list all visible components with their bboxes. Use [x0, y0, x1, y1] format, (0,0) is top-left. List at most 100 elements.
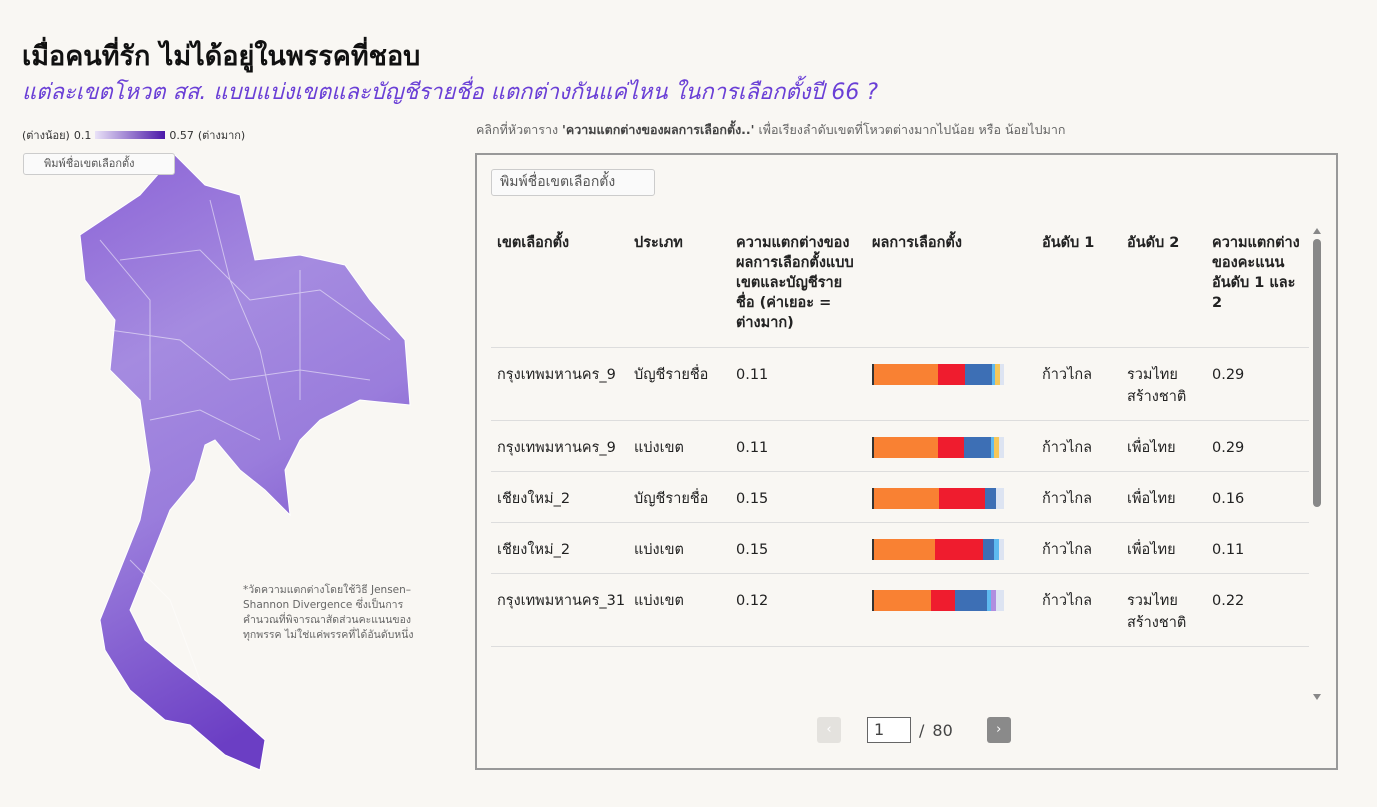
cell-rank1: ก้าวไกล	[1036, 522, 1121, 574]
title: เมื่อคนที่รัก ไม่ได้อยู่ในพรรคที่ชอบ	[22, 41, 421, 72]
instruction: คลิกที่หัวตาราง 'ความแตกต่างของผลการเลือ…	[476, 120, 1065, 140]
column-header[interactable]: ความแตกต่างของผลการเลือกตั้งแบบเขตและบัญ…	[730, 221, 866, 348]
cell-rank2: เพื่อไทย	[1121, 471, 1206, 523]
page-separator: /	[919, 720, 925, 740]
result-segment	[996, 488, 1004, 509]
cell-rank2: เพื่อไทย	[1121, 420, 1206, 472]
instruction-bold: 'ความแตกต่างของผลการเลือกตั้ง..'	[562, 122, 755, 137]
result-segment	[990, 437, 994, 458]
result-segment	[987, 590, 991, 611]
cell-divergence: 0.11	[730, 347, 866, 421]
result-bar	[872, 590, 1004, 611]
table-row: กรุงเทพมหานคร_9 บัญชีรายชื่อ 0.11 ก้าวไกล รว…	[491, 347, 1309, 421]
column-header: เขตเลือกตั้ง	[491, 221, 628, 348]
map-search[interactable]: พิมพ์ชื่อเขตเลือกตั้ง	[23, 153, 175, 175]
cell-type: แบ่งเขต	[628, 573, 730, 647]
result-segment	[874, 590, 932, 611]
column-header: อันดับ 1	[1036, 221, 1121, 348]
result-segment	[992, 364, 995, 385]
cell-district: กรุงเทพมหานคร_9	[491, 347, 628, 421]
result-bar	[872, 539, 1004, 560]
cell-district: กรุงเทพมหานคร_31	[491, 573, 628, 647]
result-segment	[998, 437, 1004, 458]
column-header: ความแตกต่างของคะแนนอันดับ 1 และ 2	[1206, 221, 1309, 348]
column-header: ประเภท	[628, 221, 730, 348]
column-header: อันดับ 2	[1121, 221, 1206, 348]
legend: (ต่างน้อย) 0.1 0.57 (ต่างมาก)	[22, 126, 245, 144]
page-input[interactable]: 1	[867, 717, 911, 743]
cell-result	[866, 522, 1036, 574]
column-header: ผลการเลือกตั้ง	[866, 221, 1036, 348]
map-shape	[79, 154, 411, 771]
result-segment	[990, 590, 997, 611]
cell-rank1: ก้าวไกล	[1036, 347, 1121, 421]
result-segment	[993, 437, 999, 458]
result-segment	[874, 539, 936, 560]
result-segment	[874, 437, 938, 458]
table-panel: พิมพ์ชื่อเขตเลือกตั้ง เขตเลือกตั้ง ประเภท…	[475, 153, 1338, 770]
cell-district: กรุงเทพมหานคร_9	[491, 420, 628, 472]
next-button[interactable]: ›	[986, 717, 1011, 743]
legend-gradient	[95, 131, 166, 139]
page-total: 80	[932, 720, 953, 740]
table: เขตเลือกตั้ง ประเภท ความแตกต่างของผลการเลื…	[491, 221, 1309, 647]
scrollbar[interactable]	[1312, 227, 1322, 707]
legend-min-label: (ต่างน้อย)	[22, 129, 70, 142]
cell-rank2: รวมไทยสร้างชาติ	[1121, 573, 1206, 647]
cell-rank1: ก้าวไกล	[1036, 471, 1121, 523]
result-segment	[939, 488, 985, 509]
cell-diff: 0.22	[1206, 573, 1309, 647]
cell-diff: 0.29	[1206, 347, 1309, 421]
result-segment	[964, 364, 993, 385]
cell-type: บัญชีรายชื่อ	[628, 471, 730, 523]
table-search[interactable]: พิมพ์ชื่อเขตเลือกตั้ง	[491, 169, 655, 196]
result-bar	[872, 437, 1004, 458]
result-segment	[954, 590, 988, 611]
table-row: เชียงใหม่_2 แบ่งเขต 0.15 ก้าวไกล เพื่อไทย 0.1…	[491, 522, 1309, 574]
cell-rank2: เพื่อไทย	[1121, 522, 1206, 574]
instruction-text: คลิกที่หัวตาราง	[476, 122, 563, 137]
cell-divergence: 0.11	[730, 420, 866, 472]
result-segment	[937, 364, 965, 385]
subtitle: แต่ละเขตโหวต สส. แบบแบ่งเขตและบัญชีรายชื…	[22, 80, 879, 105]
result-segment	[1000, 364, 1004, 385]
cell-diff: 0.16	[1206, 471, 1309, 523]
result-segment	[983, 539, 994, 560]
result-segment	[996, 590, 1004, 611]
result-segment	[874, 488, 939, 509]
result-segment	[998, 539, 1004, 560]
table-row: กรุงเทพมหานคร_9 แบ่งเขต 0.11 ก้าวไกล เพื่อไท…	[491, 420, 1309, 472]
result-segment	[984, 488, 997, 509]
cell-divergence: 0.15	[730, 522, 866, 574]
result-bar	[872, 364, 1004, 385]
cell-rank2: รวมไทยสร้างชาติ	[1121, 347, 1206, 421]
map	[79, 154, 411, 771]
cell-rank1: ก้าวไกล	[1036, 420, 1121, 472]
legend-max-label: (ต่างมาก)	[197, 129, 246, 142]
result-segment	[874, 364, 938, 385]
instruction-text: เพื่อเรียงลำดับเขตที่โหวตต่างมากไปน้อย ห…	[754, 122, 1066, 137]
cell-district: เชียงใหม่_2	[491, 471, 628, 523]
table-row: กรุงเทพมหานคร_31 แบ่งเขต 0.12 ก้าวไกล รวมไทย…	[491, 573, 1309, 647]
cell-divergence: 0.15	[730, 471, 866, 523]
cell-result	[866, 573, 1036, 647]
cell-type: บัญชีรายชื่อ	[628, 347, 730, 421]
cell-divergence: 0.12	[730, 573, 866, 647]
table-row: เชียงใหม่_2 บัญชีรายชื่อ 0.15 ก้าวไกล เพื่อไ…	[491, 471, 1309, 523]
result-segment	[993, 539, 999, 560]
prev-button[interactable]: ‹	[817, 717, 841, 743]
pagination: ‹ 1 / 80 ›	[817, 717, 1011, 743]
legend-min: 0.1	[73, 128, 92, 142]
note: *วัดความแตกต่างโดยใช้วิธี Jensen–Shannon…	[243, 584, 414, 641]
result-segment	[935, 539, 984, 560]
cell-result	[866, 420, 1036, 472]
cell-district: เชียงใหม่_2	[491, 522, 628, 574]
cell-result	[866, 347, 1036, 421]
legend-max: 0.57	[169, 128, 194, 142]
header-row: เขตเลือกตั้ง ประเภท ความแตกต่างของผลการเลื…	[491, 221, 1309, 348]
result-segment	[931, 590, 955, 611]
cell-rank1: ก้าวไกล	[1036, 573, 1121, 647]
result-segment	[937, 437, 964, 458]
